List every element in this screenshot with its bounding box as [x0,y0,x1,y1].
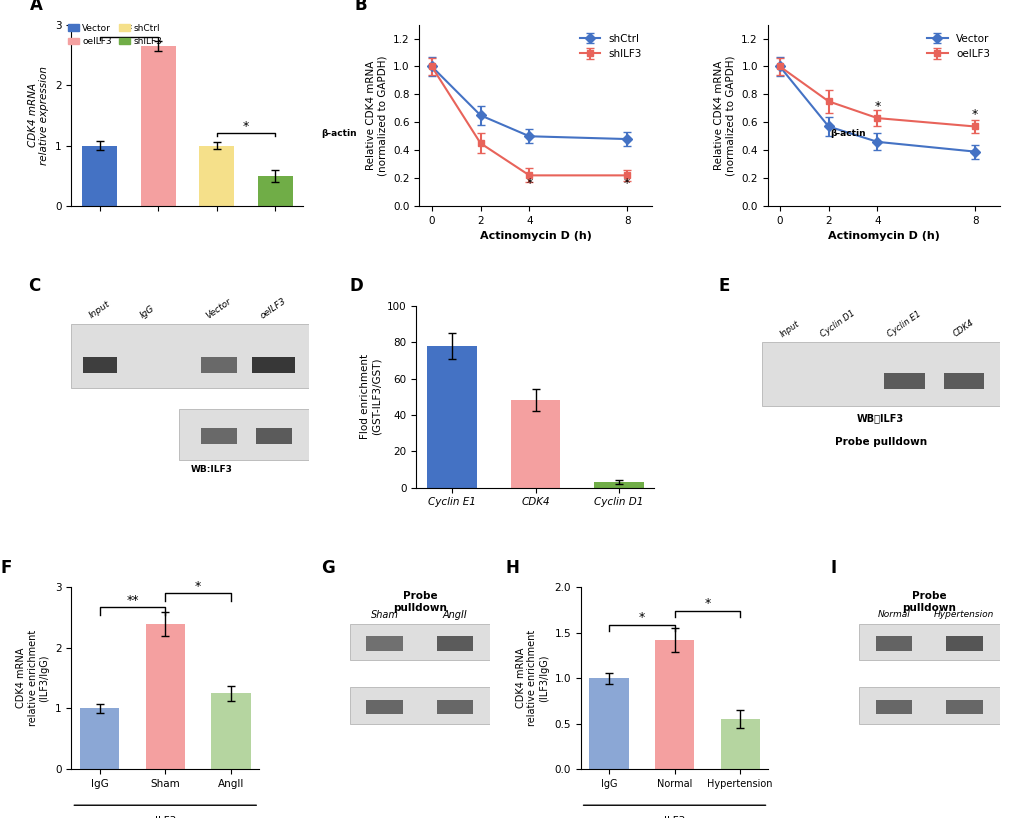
Text: Probe pulldown: Probe pulldown [834,437,925,447]
Bar [252,357,294,373]
Text: ILF3: ILF3 [663,816,685,818]
Text: Normal: Normal [876,610,910,619]
Bar [366,636,403,651]
Text: AngII: AngII [442,609,467,619]
Bar [350,687,490,724]
X-axis label: Actinomycin D (h): Actinomycin D (h) [826,231,938,241]
Bar [858,687,999,724]
Text: Probe
pulldown: Probe pulldown [902,591,955,613]
Bar [719,719,759,769]
Y-axis label: Flod enrichment
(GST-ILF3/GST): Flod enrichment (GST-ILF3/GST) [360,354,381,439]
Text: β-actin: β-actin [321,129,357,138]
Bar [436,700,473,714]
Bar [427,346,477,488]
Text: Input: Input [88,299,112,321]
Bar [211,694,251,769]
Text: β-actin: β-actin [829,129,865,138]
Bar [350,623,490,660]
Bar [82,146,117,206]
Bar [258,176,292,206]
Text: *: * [125,23,131,36]
Y-axis label: CDK4 mRNA
relative enrichment
(ILF3/IgG): CDK4 mRNA relative enrichment (ILF3/IgG) [16,630,50,726]
Text: Hypertension: Hypertension [933,610,994,619]
Bar [946,636,981,651]
Bar [875,636,911,651]
Text: *: * [526,177,532,190]
Bar [84,357,116,373]
Text: *: * [703,597,710,610]
Bar [256,428,291,444]
Text: A: A [30,0,43,14]
Text: *: * [195,580,201,593]
Text: Probe
pulldown: Probe pulldown [392,591,446,613]
Y-axis label: CDK4 mRNA
relative enrichment
(ILF3/IgG): CDK4 mRNA relative enrichment (ILF3/IgG) [515,630,548,726]
Text: CDK4: CDK4 [951,318,975,339]
Bar [141,46,175,206]
Text: Cyclin E1: Cyclin E1 [886,309,922,339]
Legend: shCtrl, shILF3: shCtrl, shILF3 [575,29,646,63]
Text: oeILF3: oeILF3 [259,296,288,321]
Bar [178,410,309,461]
Bar [199,146,234,206]
Text: I: I [829,559,836,577]
Bar [201,357,236,373]
Text: WB：ILF3: WB：ILF3 [856,414,903,424]
Text: *: * [243,120,249,133]
Text: WB:ILF3: WB:ILF3 [191,465,232,474]
Y-axis label: CDK4 mRNA
relative expression: CDK4 mRNA relative expression [28,65,50,164]
Bar [858,623,999,660]
Bar [79,708,119,769]
Text: **: ** [126,594,139,607]
Bar [589,678,628,769]
Bar [201,428,236,444]
Text: *: * [873,100,879,113]
Text: B: B [355,0,367,14]
Text: Cyclin D1: Cyclin D1 [818,308,856,339]
Legend: Vector, oeILF3, shCtrl, shILF3: Vector, oeILF3, shCtrl, shILF3 [64,20,166,50]
Text: *: * [624,177,630,190]
Text: G: G [321,559,335,577]
Text: *: * [971,108,977,121]
X-axis label: Actinomycin D (h): Actinomycin D (h) [479,231,591,241]
Bar [593,482,643,488]
Text: F: F [0,559,11,577]
Bar [761,342,999,406]
Text: Sham: Sham [371,609,398,619]
Bar [943,373,983,389]
Text: ILF3: ILF3 [155,816,175,818]
Text: *: * [638,611,644,623]
Text: Vector: Vector [205,297,233,321]
Y-axis label: Relative CDK4 mRNA
(normalized to GAPDH): Relative CDK4 mRNA (normalized to GAPDH) [713,55,735,176]
Text: IgG: IgG [139,304,156,321]
Legend: Vector, oeILF3: Vector, oeILF3 [922,29,994,63]
Bar [875,700,911,714]
Bar [436,636,473,651]
Bar [883,373,924,389]
Bar [511,400,559,488]
Text: C: C [29,277,41,295]
Bar [366,700,403,714]
Bar [946,700,981,714]
Text: D: D [350,277,363,295]
Bar [146,623,184,769]
Text: Input: Input [777,319,801,339]
Bar [71,324,309,388]
Bar [654,640,694,769]
Text: H: H [505,559,519,577]
Text: E: E [718,277,730,295]
Y-axis label: Relative CDK4 mRNA
(normalized to GAPDH): Relative CDK4 mRNA (normalized to GAPDH) [366,55,387,176]
